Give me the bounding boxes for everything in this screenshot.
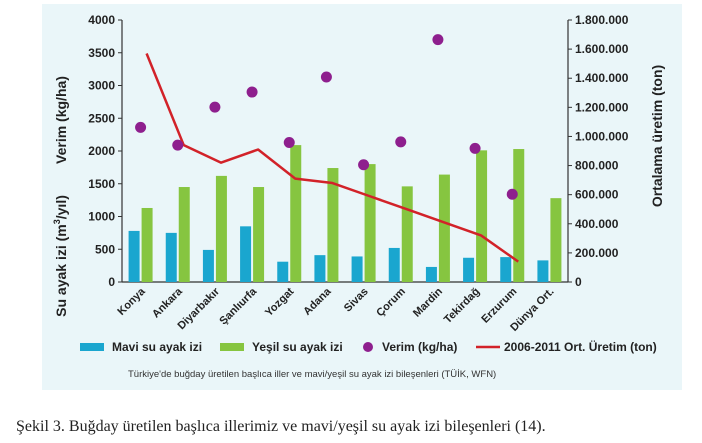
bar-mavi <box>388 247 400 282</box>
bar-yesil <box>290 145 302 282</box>
bar-mavi <box>128 230 140 282</box>
chart: Verim (kg/ha) Su ayak izi (m3/yıl) Ortal… <box>52 13 665 380</box>
left-tick-label: 500 <box>95 242 115 256</box>
verim-point <box>172 139 184 151</box>
bar-yesil <box>178 187 190 282</box>
uretim-line <box>145 53 519 263</box>
bar-yesil <box>476 150 488 282</box>
bar-yesil <box>513 149 525 282</box>
category-label: Mardin <box>411 285 445 319</box>
bar-mavi <box>165 232 177 282</box>
bar-mavi <box>425 266 437 282</box>
dots-layer <box>135 34 518 200</box>
left-tick-label: 2000 <box>88 144 115 158</box>
bar-yesil <box>253 187 265 282</box>
category-label: Çorum <box>374 285 408 319</box>
ticks-layer: 0 500 1000 1500 2000 2500 3000 3500 4000 0 200.000… <box>88 13 628 289</box>
right-tick-label: 1.400.000 <box>575 71 629 85</box>
category-label: Yozgat <box>263 285 297 319</box>
legend-swatch-yesil <box>220 343 244 351</box>
left-tick-label: 3500 <box>88 46 115 60</box>
legend-label-yesil: Yeşil su ayak izi <box>252 340 343 354</box>
legend-swatch-verim <box>363 342 373 352</box>
verim-point <box>209 101 221 113</box>
bar-yesil <box>215 175 227 282</box>
bar-yesil <box>327 168 339 282</box>
category-label: Tekirdağ <box>442 286 482 326</box>
verim-point <box>432 34 444 46</box>
figure-panel <box>42 4 682 390</box>
figure-caption: Şekil 3. Buğday üretilen başlıca illerim… <box>16 418 546 435</box>
left-tick-label: 1000 <box>88 210 115 224</box>
left-tick-label: 4000 <box>88 13 115 27</box>
verim-point <box>506 188 518 200</box>
verim-point <box>283 136 295 148</box>
right-tick-label: 1.600.000 <box>575 42 629 56</box>
bar-yesil <box>550 198 562 282</box>
line-layer <box>145 53 519 263</box>
bar-mavi <box>463 257 475 282</box>
left-axis-title-water: Su ayak izi (m3/yıl) <box>52 195 69 317</box>
left-tick-label: 0 <box>108 275 115 289</box>
left-tick-label: 2500 <box>88 111 115 125</box>
bar-yesil <box>364 164 376 282</box>
bar-mavi <box>351 256 363 282</box>
left-axis-title: Verim (kg/ha) Su ayak izi (m3/yıl) <box>52 76 69 317</box>
legend-label-verim: Verim (kg/ha) <box>382 340 457 354</box>
right-tick-label: 800.000 <box>575 159 619 173</box>
verim-point <box>135 121 147 133</box>
right-axis-title: Ortalama üretim (ton) <box>649 65 665 207</box>
category-label: Şanlıurfa <box>217 285 259 327</box>
bar-mavi <box>202 249 214 282</box>
legend-label-mavi: Mavi su ayak izi <box>112 340 202 354</box>
category-label: Sivas <box>342 286 371 315</box>
category-label: Ankara <box>150 285 185 320</box>
verim-point <box>395 136 407 148</box>
right-tick-label: 200.000 <box>575 246 619 260</box>
right-tick-label: 400.000 <box>575 217 619 231</box>
source-note: Türkiye'de buğday üretilen başlıca iller… <box>128 369 496 380</box>
left-tick-label: 3000 <box>88 79 115 93</box>
legend: Mavi su ayak izi Yeşil su ayak izi Verim… <box>80 339 657 354</box>
left-tick-label: 1500 <box>88 177 115 191</box>
bars-layer <box>128 145 562 282</box>
verim-point <box>246 86 258 98</box>
bar-mavi <box>314 255 326 282</box>
bar-yesil <box>438 174 450 282</box>
category-label: Konya <box>115 285 148 318</box>
verim-point <box>358 159 370 171</box>
legend-swatch-mavi <box>80 343 104 351</box>
bar-yesil <box>401 186 413 282</box>
bar-yesil <box>141 207 153 282</box>
bar-mavi <box>277 261 289 282</box>
right-tick-label: 0 <box>575 275 582 289</box>
right-tick-label: 1.000.000 <box>575 129 629 143</box>
category-label: Adana <box>301 285 334 318</box>
bar-mavi <box>500 257 512 282</box>
verim-point <box>469 142 481 154</box>
verim-point <box>320 71 332 83</box>
right-tick-label: 600.000 <box>575 188 619 202</box>
left-axis-title-verim: Verim (kg/ha) <box>53 76 69 164</box>
legend-label-uretim: 2006-2011 Ort. Üretim (ton) <box>504 339 657 354</box>
bar-mavi <box>240 226 252 282</box>
bar-mavi <box>537 260 549 282</box>
right-tick-label: 1.800.000 <box>575 13 629 27</box>
right-tick-label: 1.200.000 <box>575 100 629 114</box>
